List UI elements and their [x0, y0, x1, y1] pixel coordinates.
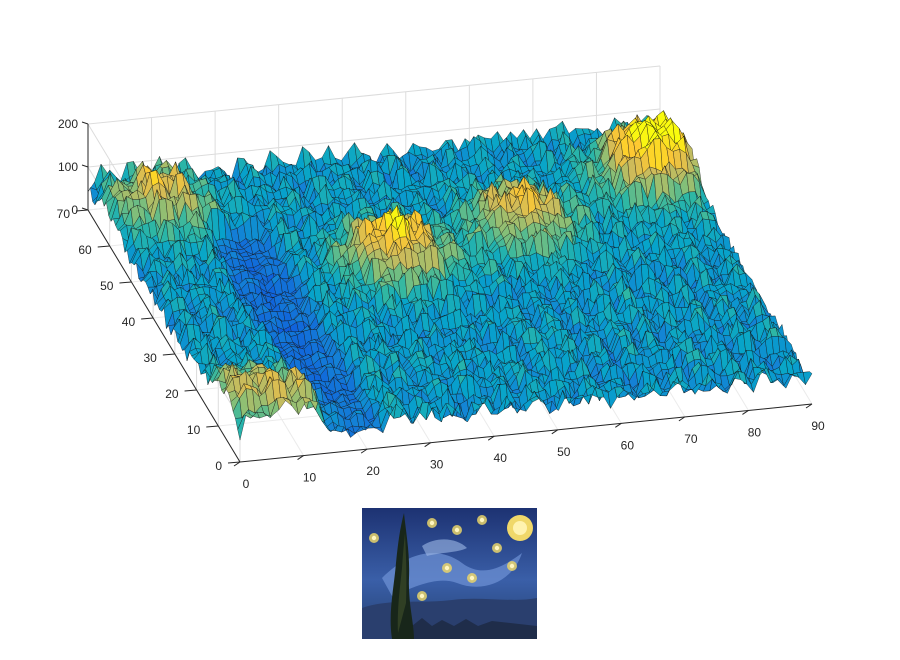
surface-mesh — [87, 110, 813, 441]
